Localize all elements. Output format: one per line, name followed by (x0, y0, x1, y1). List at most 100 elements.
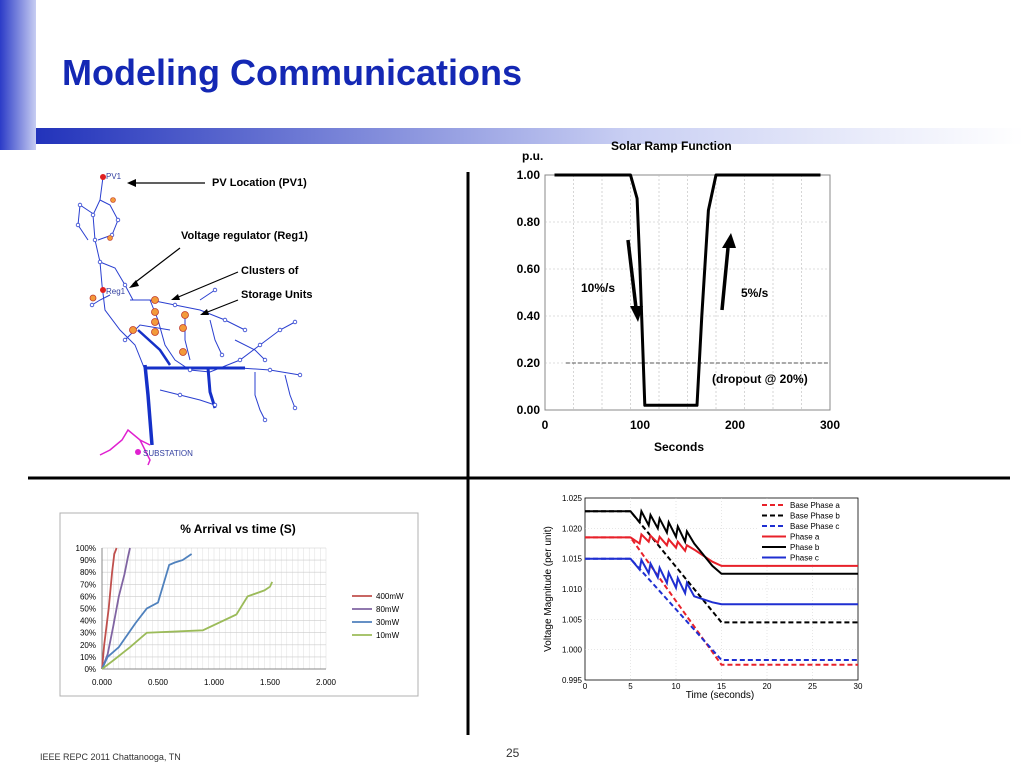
solar-chart-xlabel: Seconds (654, 440, 705, 454)
arrival-legend-label: 30mW (376, 618, 400, 627)
solar-xtick: 200 (725, 418, 745, 432)
voltage-series-phase-b (585, 508, 858, 575)
cluster-arrow-1 (175, 271, 239, 299)
arrival-xtick: 0.500 (148, 678, 169, 687)
arrival-ytick: 50% (80, 605, 96, 614)
trunk-upper (137, 329, 172, 366)
arrival-ytick: 90% (80, 556, 96, 565)
substation-lines (99, 428, 151, 456)
solar-annot-5: 5%/s (741, 286, 769, 300)
arrival-xtick: 0.000 (92, 678, 113, 687)
voltage-ytick: 1.025 (562, 494, 583, 503)
arrival-ytick: 0% (84, 665, 96, 674)
arrival-series-400mW (101, 547, 118, 670)
arrival-legend-label: 400mW (376, 592, 404, 601)
pv-marker (100, 174, 106, 180)
voltage-xtick: 20 (763, 682, 772, 691)
solar-series-line (554, 173, 821, 407)
ramp-up-arrow (720, 247, 730, 311)
voltage-series-base-phase-c (585, 557, 858, 661)
arrival-series-10mW (101, 581, 274, 670)
voltage-ytick: 1.010 (562, 585, 583, 594)
solar-xtick: 100 (630, 418, 650, 432)
voltage-xtick: 30 (854, 682, 863, 691)
solar-annot-10: 10%/s (581, 281, 616, 295)
solar-ytick: 0.60 (517, 262, 541, 276)
voltage-xtick: 15 (717, 682, 726, 691)
voltage-regulator-annotation: Voltage regulator (Reg1) (181, 230, 308, 242)
voltage-legend-label: Phase a (790, 533, 820, 542)
ramp-up-arrowhead (722, 233, 736, 248)
arrival-legend-label: 10mW (376, 631, 400, 640)
solar-ytick: 0.20 (517, 356, 541, 370)
voltage-series-base-phase-b (585, 510, 858, 624)
arrival-legend-label: 80mW (376, 605, 400, 614)
voltage-ytick: 0.995 (562, 676, 583, 685)
storage-unit-clusters (89, 197, 189, 356)
arrival-xtick: 2.000 (316, 678, 337, 687)
reg-node-label: Reg1 (106, 287, 126, 296)
voltage-ytick: 1.015 (562, 555, 583, 564)
page-number: 25 (506, 746, 520, 760)
footer-text: IEEE REPC 2011 Chattanooga, TN (40, 752, 181, 762)
clusters-annotation-line2: Storage Units (241, 289, 313, 301)
cluster-arrow-2 (204, 299, 239, 314)
solar-chart-ylabel: p.u. (522, 149, 544, 163)
reg-arrow (132, 247, 181, 285)
voltage-legend-label: Base Phase a (790, 501, 840, 510)
voltage-legend-label: Phase b (790, 543, 820, 552)
arrival-series-80mW (101, 547, 131, 670)
page-title: Modeling Communications (62, 52, 523, 93)
substation-label: SUBSTATION (143, 449, 193, 458)
voltage-ytick: 1.020 (562, 524, 583, 533)
pv-location-annotation: PV Location (PV1) (212, 177, 307, 189)
voltage-xtick: 5 (628, 682, 633, 691)
arrival-chart-title: % Arrival vs time (S) (180, 522, 296, 536)
voltage-series-base-phase-a (585, 536, 858, 666)
arrival-ytick: 80% (80, 568, 96, 577)
voltage-xtick: 25 (808, 682, 817, 691)
arrival-ytick: 60% (80, 592, 96, 601)
voltage-legend-label: Base Phase c (790, 522, 839, 531)
ramp-down-arrow (626, 239, 638, 309)
reg-marker (100, 287, 106, 293)
left-accent-band (0, 0, 36, 150)
arrival-xtick: 1.000 (204, 678, 225, 687)
ramp-down-arrowhead (630, 306, 643, 322)
solar-xtick: 0 (542, 418, 549, 432)
voltage-series-phase-a (585, 532, 858, 567)
main-trunk (143, 364, 154, 446)
solar-chart-title: Solar Ramp Function (611, 139, 732, 153)
solar-ytick: 1.00 (517, 168, 541, 182)
voltage-series-phase-c (585, 556, 858, 606)
voltage-xtick: 0 (583, 682, 588, 691)
voltage-ylabel: Voltage Magnitude (per unit) (543, 526, 554, 652)
substation-marker (135, 449, 141, 455)
arrival-ytick: 100% (76, 544, 96, 553)
voltage-ytick: 1.000 (562, 646, 583, 655)
arrival-ytick: 30% (80, 629, 96, 638)
arrival-ytick: 20% (80, 641, 96, 650)
pv-node-label: PV1 (106, 172, 122, 181)
voltage-xtick: 10 (672, 682, 681, 691)
title-underline-bar (36, 128, 1024, 144)
arrival-chart-frame (59, 512, 419, 697)
arrival-series-30mW (101, 553, 193, 670)
substation-lines-2 (139, 439, 151, 466)
voltage-legend-box (757, 499, 857, 565)
voltage-legend-label: Base Phase b (790, 512, 840, 521)
voltage-legend-label: Phase c (790, 554, 819, 563)
feeder-nodes (75, 202, 303, 423)
solar-ytick: 0.40 (517, 309, 541, 323)
solar-ytick: 0.80 (517, 215, 541, 229)
arrival-ytick: 40% (80, 617, 96, 626)
arrival-ytick: 10% (80, 653, 96, 662)
clusters-annotation-line1: Clusters of (241, 265, 299, 277)
voltage-xlabel: Time (seconds) (686, 690, 755, 701)
voltage-ytick: 1.005 (562, 615, 583, 624)
